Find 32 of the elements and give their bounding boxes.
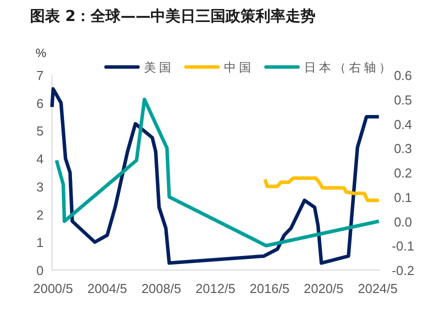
x-tick-label: 2000/5 <box>33 281 74 296</box>
y2-tick-label: 0.5 <box>394 92 412 108</box>
x-tick-label: 2004/5 <box>87 281 128 296</box>
y-tick-label: 0 <box>36 263 44 278</box>
y2-tick-label: 0.2 <box>394 166 412 180</box>
y-tick-label: 1 <box>36 235 44 250</box>
title: 图表 2：全球——中美日三国政策利率走势 <box>30 7 316 25</box>
y-tick-label: 2 <box>36 207 44 222</box>
x-tick-label: 2020/5 <box>304 281 344 296</box>
line-series <box>263 176 381 202</box>
legend-label: 美国 <box>144 60 174 74</box>
legend-label: 中国 <box>224 60 254 74</box>
y-tick-label: 7 <box>36 68 44 83</box>
line-series <box>54 98 381 248</box>
y-tick-label: 4 <box>36 152 44 167</box>
y2-tick-label: 0.0 <box>394 214 412 230</box>
y-tick-label: 3 <box>36 179 44 194</box>
y2-tick-label: -0.2 <box>392 263 414 278</box>
y-tick-label: 6 <box>36 96 44 111</box>
y2-tick-label: 0.4 <box>394 116 412 132</box>
x-tick-label: 2016/5 <box>250 281 290 296</box>
y2-tick-label: -0.1 <box>392 238 414 254</box>
x-tick-label: 2008/5 <box>141 281 182 296</box>
y2-tick-label: 0.6 <box>394 68 412 83</box>
y2-tick-label: 0.1 <box>394 190 412 205</box>
y2-tick-label: 0.3 <box>394 141 412 156</box>
y-axis-title: % <box>36 46 47 60</box>
x-tick-label: 2024/5 <box>358 281 398 296</box>
line-series <box>50 87 381 265</box>
legend-label: 日本（右轴） <box>304 60 394 74</box>
x-tick-label: 2012/5 <box>196 281 236 296</box>
y-tick-label: 5 <box>36 124 44 139</box>
